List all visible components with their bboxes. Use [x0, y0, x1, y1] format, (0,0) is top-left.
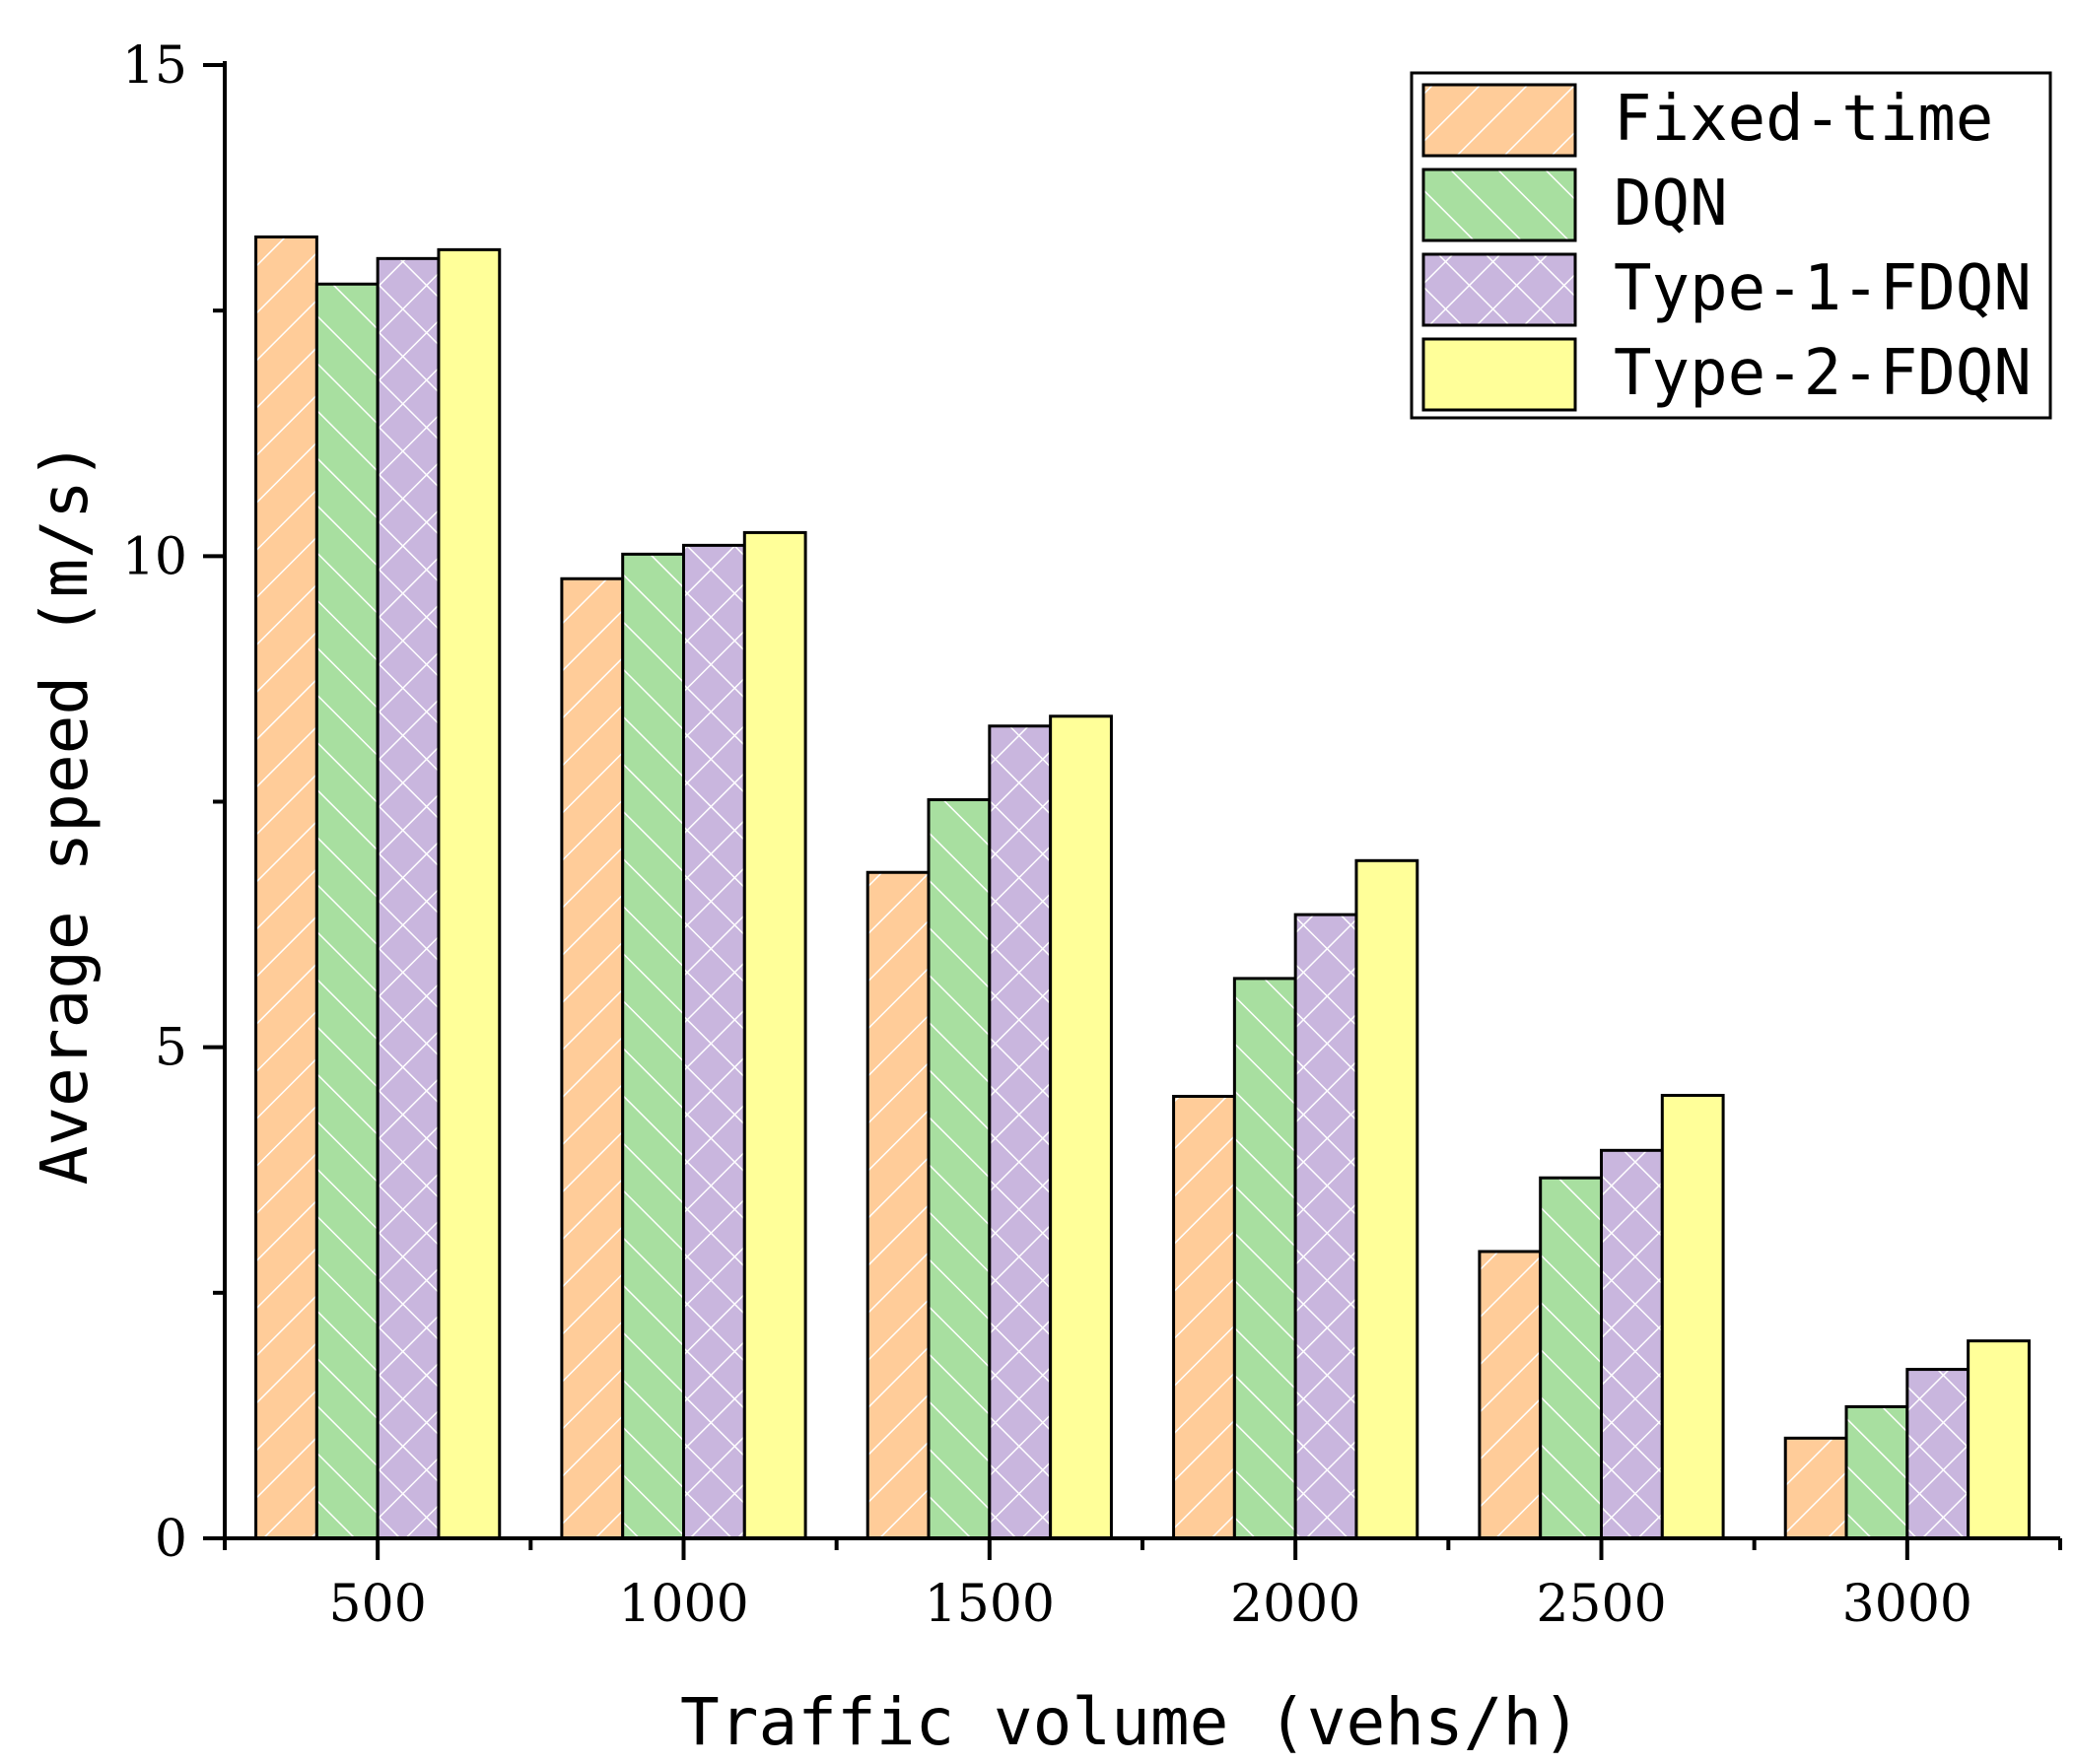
bar-dqn-500 — [314, 282, 380, 1540]
bar-type-2-fdqn-1000 — [742, 530, 807, 1540]
legend-swatch — [1423, 339, 1575, 410]
bar-fill — [1050, 715, 1112, 1538]
legend: Fixed-time DQN Type-1-FDQN Type-2-FDQN — [1410, 71, 2052, 420]
bar-type-1-fdqn-1000 — [682, 543, 746, 1540]
x-tick-label: 2000 — [1230, 1575, 1360, 1634]
bar-hatch — [561, 578, 623, 1538]
legend-item-type-2-fdqn: Type-2-FDQN — [1421, 337, 2032, 412]
bar-hatch — [1540, 1178, 1602, 1538]
bar-type-2-fdqn-2000 — [1354, 858, 1419, 1540]
x-tick-label: 2500 — [1536, 1575, 1666, 1634]
bar-hatch — [622, 554, 684, 1538]
bar-fixed-time-500 — [254, 235, 318, 1540]
bar-type-1-fdqn-500 — [376, 256, 441, 1540]
bar-fixed-time-1000 — [560, 577, 625, 1540]
bar-hatch — [1295, 915, 1356, 1538]
bar-hatch — [1173, 1096, 1235, 1538]
bar-fixed-time-3000 — [1783, 1436, 1848, 1540]
bar-fill — [1355, 860, 1417, 1538]
x-tick-label: 1500 — [925, 1575, 1055, 1634]
bars-group — [254, 235, 2031, 1540]
legend-item-type-1-fdqn: Type-1-FDQN — [1421, 252, 2032, 327]
bar-fixed-time-2000 — [1172, 1095, 1236, 1540]
y-tick-label: 10 — [122, 527, 187, 586]
legend-swatch-hatch — [1423, 170, 1575, 240]
bar-type-1-fdqn-1500 — [988, 724, 1053, 1540]
bar-hatch — [316, 284, 379, 1539]
axes-group: 0 5 10 15 500 1000 1500 2000 2500 3000 — [122, 36, 2062, 1634]
legend-item-fixed-time: Fixed-time — [1421, 83, 1993, 158]
x-tick-label: 3000 — [1842, 1575, 1972, 1634]
x-tick-label: 500 — [329, 1575, 427, 1634]
bar-type-2-fdqn-1500 — [1049, 714, 1113, 1540]
bar-fixed-time-1500 — [865, 870, 931, 1540]
bar-fill — [744, 532, 806, 1538]
legend-swatch-outline — [1421, 337, 1577, 412]
bar-type-2-fdqn-2500 — [1660, 1094, 1725, 1540]
bar-type-1-fdqn-2500 — [1600, 1148, 1664, 1540]
y-tick-label: 15 — [122, 36, 187, 96]
bar-hatch — [1601, 1150, 1663, 1538]
bar-type-1-fdqn-3000 — [1905, 1368, 1970, 1540]
y-axis-title: Average speed (m/s) — [27, 441, 103, 1186]
y-tick-label: 5 — [155, 1019, 187, 1078]
x-tick-label: 1000 — [618, 1575, 748, 1634]
legend-swatch-outline — [1421, 252, 1577, 327]
bar-hatch — [1785, 1438, 1847, 1538]
bar-dqn-2500 — [1539, 1176, 1603, 1540]
bar-fill — [1662, 1095, 1724, 1538]
bar-hatch — [1479, 1251, 1541, 1538]
bar-hatch — [929, 799, 990, 1538]
legend-swatch-outline — [1421, 83, 1577, 158]
bar-type-2-fdqn-3000 — [1967, 1339, 2031, 1540]
bar-fill — [1968, 1340, 2030, 1538]
bar-fill — [438, 249, 500, 1539]
bar-hatch — [989, 725, 1051, 1538]
legend-item-dqn: DQN — [1421, 168, 1728, 242]
bar-hatch — [1906, 1369, 1969, 1538]
legend-label: Type-2-FDQN — [1614, 337, 2032, 410]
y-tick-label: 0 — [155, 1510, 187, 1569]
legend-swatch-hatch — [1423, 254, 1575, 325]
legend-label: Fixed-time — [1614, 83, 1993, 156]
bar-hatch — [1234, 978, 1296, 1538]
legend-label: DQN — [1614, 168, 1728, 240]
bar-hatch — [683, 545, 745, 1538]
bar-hatch — [1846, 1406, 1907, 1538]
legend-swatch-outline — [1421, 168, 1577, 242]
bar-dqn-3000 — [1844, 1404, 1909, 1540]
bar-hatch — [867, 872, 930, 1538]
bar-type-2-fdqn-500 — [437, 247, 502, 1540]
bar-dqn-1500 — [927, 798, 992, 1540]
legend-label: Type-1-FDQN — [1614, 252, 2032, 325]
legend-swatch-hatch — [1423, 85, 1575, 156]
bar-dqn-2000 — [1232, 977, 1297, 1540]
bar-hatch — [378, 258, 439, 1539]
bar-dqn-1000 — [621, 552, 686, 1540]
x-axis-title: Traffic volume (vehs/h) — [680, 1684, 1581, 1760]
bar-hatch — [255, 237, 317, 1539]
bar-fixed-time-2500 — [1478, 1250, 1543, 1540]
bar-type-1-fdqn-2000 — [1293, 913, 1358, 1540]
